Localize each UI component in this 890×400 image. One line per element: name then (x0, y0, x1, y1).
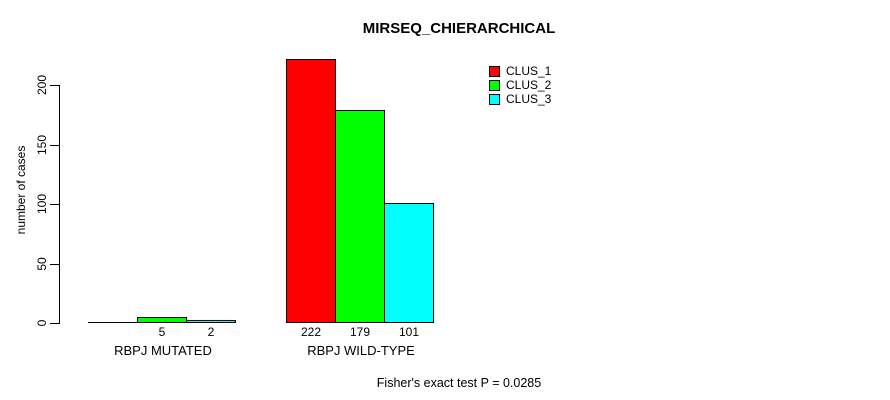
bar-value-label: 179 (349, 325, 371, 339)
legend-item: CLUS_2 (489, 78, 552, 92)
bar-clus_2 (335, 110, 385, 323)
legend-label: CLUS_3 (506, 92, 552, 106)
legend-item: CLUS_3 (489, 92, 552, 106)
bar-value-label: 101 (398, 325, 420, 339)
y-tick-label: 50 (35, 257, 49, 271)
bar-value-label: 222 (300, 325, 322, 339)
legend-label: CLUS_2 (506, 78, 552, 92)
y-tick (50, 264, 59, 265)
y-axis-line (59, 85, 60, 324)
bar-clus_1 (286, 59, 336, 323)
bar-value-label: 5 (158, 325, 166, 339)
legend-swatch-clus_1 (489, 65, 500, 77)
y-axis-label: number of cases (14, 145, 28, 235)
y-tick (50, 323, 59, 324)
y-tick-label: 200 (35, 74, 49, 96)
bar-clus_1-zero (88, 322, 138, 323)
bar-clus_2 (137, 317, 187, 323)
legend-label: CLUS_1 (506, 64, 552, 78)
y-tick-label: 0 (35, 319, 49, 327)
y-tick (50, 145, 59, 146)
x-group-label: RBPJ MUTATED (114, 343, 212, 358)
legend-swatch-clus_3 (489, 93, 500, 105)
x-group-label: RBPJ WILD-TYPE (307, 343, 415, 358)
legend-item: CLUS_1 (489, 64, 552, 78)
bar-clus_3 (384, 203, 434, 323)
y-tick-label: 150 (35, 134, 49, 156)
y-tick (50, 204, 59, 205)
bar-clus_3 (186, 320, 236, 323)
chart-title: MIRSEQ_CHIERARCHICAL (362, 20, 556, 37)
y-tick-label: 100 (35, 193, 49, 215)
legend-swatch-clus_2 (489, 79, 500, 91)
bar-value-label: 2 (207, 325, 215, 339)
y-tick (50, 85, 59, 86)
annotation-text: Fisher's exact test P = 0.0285 (376, 376, 542, 390)
